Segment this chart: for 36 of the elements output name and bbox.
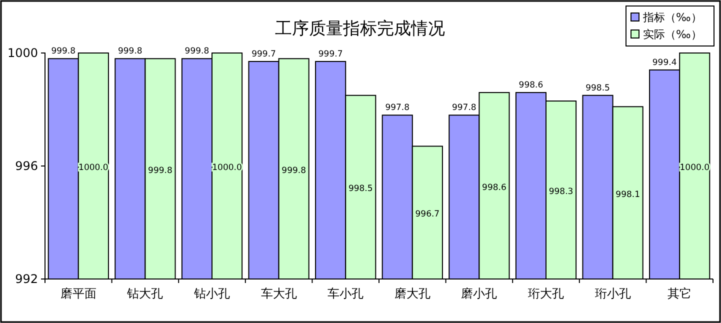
data-label: 1000.0 bbox=[212, 163, 242, 173]
legend-label: 实际（‰） bbox=[643, 28, 702, 41]
x-tick-label: 磨大孔 bbox=[394, 286, 430, 301]
data-label: 997.8 bbox=[452, 103, 476, 114]
x-tick-label: 钻小孔 bbox=[193, 286, 230, 301]
x-tick-label: 车小孔 bbox=[328, 286, 364, 301]
data-label: 1000.0 bbox=[78, 163, 108, 173]
x-tick-label: 车大孔 bbox=[260, 286, 297, 301]
data-label: 999.8 bbox=[184, 46, 210, 57]
x-tick-label: 磨平面 bbox=[60, 286, 96, 301]
data-label: 999.7 bbox=[252, 49, 276, 60]
x-tick-label: 钻大孔 bbox=[126, 286, 164, 301]
data-label: 999.8 bbox=[148, 166, 172, 176]
x-tick-label: 其它 bbox=[668, 286, 692, 301]
data-label: 998.5 bbox=[586, 83, 610, 94]
data-label: 998.3 bbox=[548, 187, 574, 198]
y-tick-label: 992 bbox=[15, 272, 38, 286]
data-label: 999.8 bbox=[282, 166, 306, 176]
data-label: 999.8 bbox=[118, 46, 142, 57]
legend-label: 指标（‰） bbox=[642, 11, 702, 24]
data-label: 998.6 bbox=[482, 182, 506, 193]
data-label: 996.7 bbox=[415, 210, 440, 220]
data-label: 998.5 bbox=[348, 184, 373, 194]
data-label: 998.6 bbox=[518, 80, 544, 91]
x-tick-label: 珩小孔 bbox=[594, 286, 631, 301]
y-tick-label: 1000 bbox=[7, 46, 38, 60]
y-tick-label: 996 bbox=[15, 158, 38, 173]
data-label: 999.7 bbox=[318, 49, 343, 60]
x-tick-label: 磨小孔 bbox=[461, 286, 498, 301]
data-label: 999.4 bbox=[652, 58, 677, 68]
data-label: 1000.0 bbox=[680, 163, 710, 173]
data-label: 998.1 bbox=[616, 190, 640, 200]
chart-title: 工序质量指标完成情况 bbox=[275, 19, 445, 39]
x-tick-label: 珩大孔 bbox=[528, 286, 564, 301]
data-label: 999.8 bbox=[51, 46, 76, 57]
data-label: 997.8 bbox=[385, 103, 410, 114]
